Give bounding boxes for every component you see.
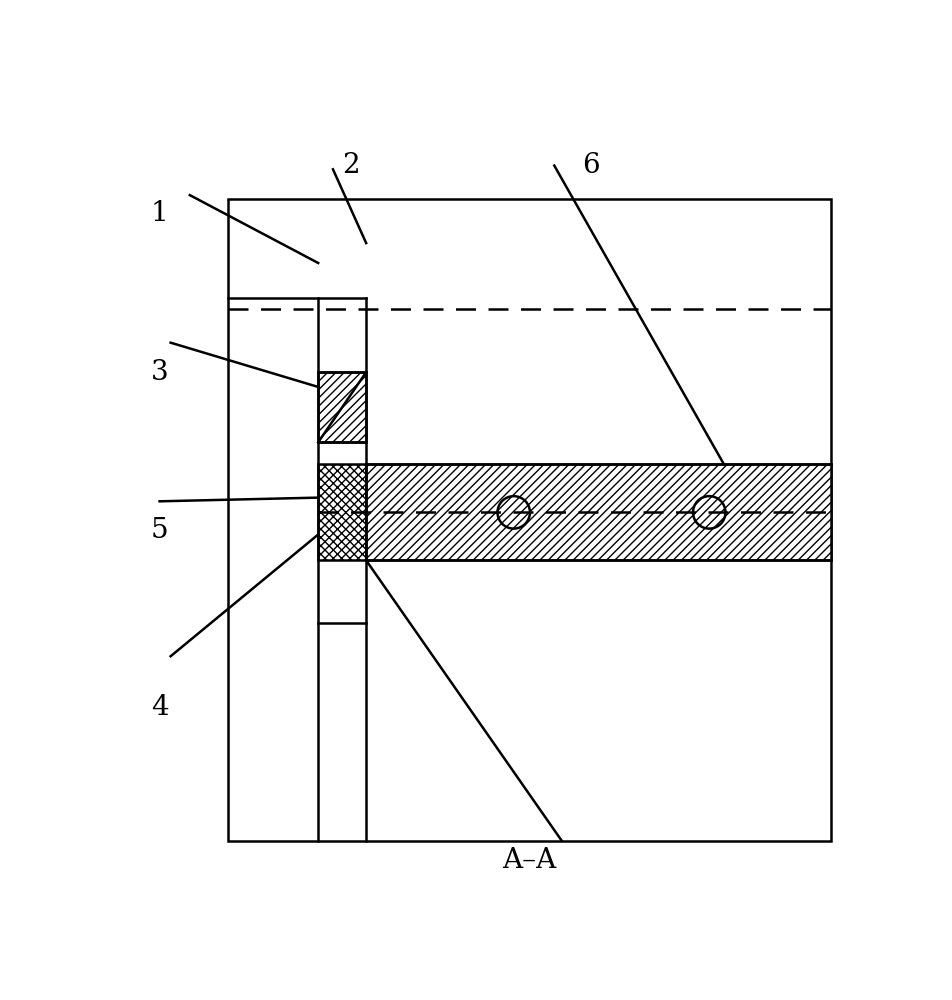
Bar <box>318 464 367 560</box>
Text: 1: 1 <box>150 200 169 227</box>
Text: 6: 6 <box>583 152 600 179</box>
Text: A–A: A–A <box>502 847 556 874</box>
Bar <box>318 372 367 442</box>
Text: 3: 3 <box>150 359 169 386</box>
Text: 5: 5 <box>150 517 169 544</box>
Text: 2: 2 <box>343 152 360 179</box>
Text: 4: 4 <box>150 694 169 721</box>
Bar <box>367 464 831 560</box>
Bar <box>228 199 831 841</box>
